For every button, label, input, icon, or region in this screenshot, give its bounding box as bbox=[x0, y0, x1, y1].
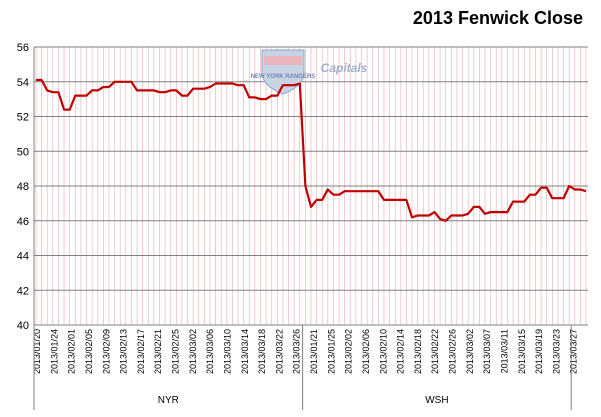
x-tick-label: 2013/03/15 bbox=[517, 329, 527, 374]
x-tick-label: 2013/01/24 bbox=[49, 329, 59, 374]
series-line bbox=[36, 78, 587, 222]
x-tick-label: 2013/02/14 bbox=[396, 329, 406, 374]
x-tick-label: 2013/03/18 bbox=[257, 329, 267, 374]
x-tick-label: 2013/01/21 bbox=[309, 329, 319, 374]
x-tick-label: 2013/03/07 bbox=[482, 329, 492, 374]
x-tick-label: 2013/02/26 bbox=[448, 329, 458, 374]
x-tick-label: 2013/01/20 bbox=[32, 329, 42, 374]
x-tick-label: 2013/02/22 bbox=[430, 329, 440, 374]
x-tick-label: 2013/03/23 bbox=[551, 329, 561, 374]
x-tick-label: 2013/02/25 bbox=[171, 329, 181, 374]
y-tick-label: 52 bbox=[17, 112, 29, 124]
x-tick-label: 2013/03/10 bbox=[222, 329, 232, 374]
y-tick-label: 42 bbox=[17, 285, 29, 297]
x-tick-label: 2013/03/14 bbox=[240, 329, 250, 374]
x-tick-label: 2013/02/21 bbox=[153, 329, 163, 374]
y-tick-label: 56 bbox=[17, 42, 29, 54]
x-tick-label: 2013/02/05 bbox=[84, 329, 94, 374]
rangers-logo-icon: NEW YORK RANGERS bbox=[251, 49, 316, 95]
y-tick-label: 40 bbox=[17, 320, 29, 332]
x-tick-label: 2013/03/27 bbox=[569, 329, 579, 374]
x-tick-label: 2013/02/13 bbox=[119, 329, 129, 374]
x-tick-label: 2013/02/17 bbox=[136, 329, 146, 374]
y-tick-label: 48 bbox=[17, 181, 29, 193]
x-tick-label: 2013/02/02 bbox=[344, 329, 354, 374]
x-tick-label: 2013/02/10 bbox=[378, 329, 388, 374]
y-tick-label: 54 bbox=[17, 77, 29, 89]
group-label-nyr: NYR bbox=[158, 395, 179, 406]
x-tick-label: 2013/02/18 bbox=[413, 329, 423, 374]
x-tick-label: 2013/02/09 bbox=[101, 329, 111, 374]
x-tick-label: 2013/02/06 bbox=[361, 329, 371, 374]
y-tick-label: 50 bbox=[17, 146, 29, 158]
x-tick-label: 2013/03/19 bbox=[534, 329, 544, 374]
x-tick-label: 2013/02/01 bbox=[67, 329, 77, 374]
capitals-logo-icon: Capitals bbox=[321, 61, 368, 75]
x-tick-label: 2013/03/11 bbox=[499, 329, 509, 373]
x-tick-label: 2013/03/02 bbox=[465, 329, 475, 374]
x-tick-label: 2013/03/26 bbox=[292, 329, 302, 374]
x-tick-label: 2013/01/25 bbox=[326, 329, 336, 374]
x-tick-label: 2013/03/22 bbox=[274, 329, 284, 374]
y-tick-label: 44 bbox=[17, 251, 29, 263]
group-label-wsh: WSH bbox=[425, 395, 448, 406]
x-tick-label: 2013/03/06 bbox=[205, 329, 215, 374]
y-tick-label: 46 bbox=[17, 216, 29, 228]
x-tick-label: 2013/03/02 bbox=[188, 329, 198, 374]
svg-text:NEW YORK RANGERS: NEW YORK RANGERS bbox=[251, 74, 316, 80]
chart-title: 2013 Fenwick Close bbox=[412, 8, 583, 28]
